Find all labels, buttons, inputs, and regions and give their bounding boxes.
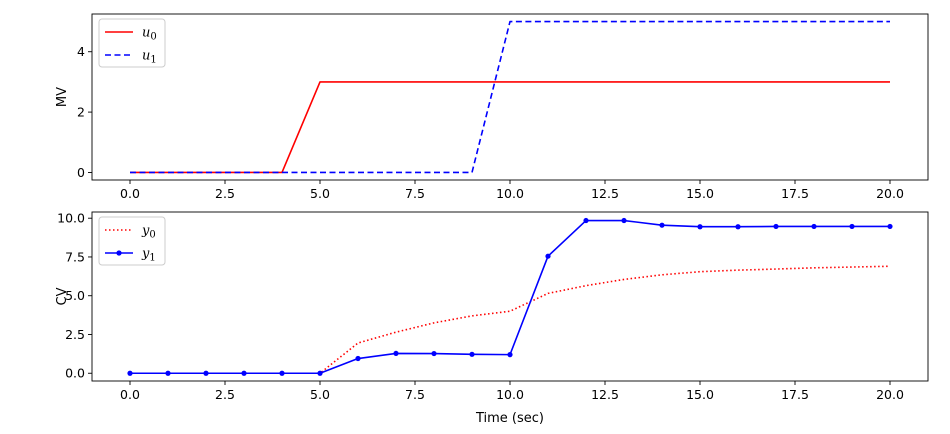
mv-x-tick-label: 10.0 <box>496 186 524 201</box>
mv-x-tick-label: 5.0 <box>310 186 330 201</box>
cv-point-y1 <box>393 350 399 357</box>
mv-x-tick-label: 7.5 <box>405 186 425 201</box>
cv-series-line-y0 <box>130 265 891 375</box>
cv-point-y1 <box>621 217 627 224</box>
mv-y-tick-label: 0 <box>77 165 85 180</box>
mv-x-tick-label: 15.0 <box>686 186 714 201</box>
cv-point-y1 <box>165 370 171 376</box>
cv-point-y1 <box>469 351 475 357</box>
mv-y-tick-label: 2 <box>77 105 85 120</box>
cv-x-tick-label: 10.0 <box>496 387 524 402</box>
mv-x-tick-label: 20.0 <box>876 186 904 201</box>
cv-point-y1 <box>431 350 437 357</box>
cv-x-axis-label: Time (sec) <box>475 411 544 426</box>
cv-y-tick-label: 10.0 <box>57 211 85 226</box>
cv-point-y1 <box>849 223 855 230</box>
cv-y-axis-label: CV <box>55 287 70 305</box>
mv-legend-label-u0: u0 <box>142 26 157 43</box>
mv-subplot: 0.0 2.5 5.0 7.5 10.0 12.5 15.0 17.5 20.0 0 2 4 MV u0 u… <box>55 13 929 201</box>
cv-y-tick-label: 0.0 <box>65 366 85 381</box>
cv-legend-label-y1: y1 <box>141 247 156 264</box>
cv-point-y1 <box>127 370 133 376</box>
cv-x-tick-label: 2.5 <box>215 387 235 402</box>
cv-x-tick-label: 5.0 <box>310 387 330 402</box>
mv-y-tick-label: 4 <box>77 44 85 59</box>
cv-x-tick-label: 0.0 <box>120 387 140 402</box>
cv-y-tick-label: 5.0 <box>65 288 85 303</box>
cv-point-y1 <box>203 370 209 376</box>
cv-point-y1 <box>735 224 741 230</box>
cv-x-tick-label: 17.5 <box>781 387 809 402</box>
mv-x-tick-label: 2.5 <box>215 186 235 201</box>
cv-point-y1 <box>507 352 513 358</box>
cv-x-tick-label: 15.0 <box>686 387 714 402</box>
cv-y-tick-label: 7.5 <box>65 249 85 264</box>
cv-legend-marker-y1 <box>116 250 122 256</box>
cv-point-y1 <box>317 370 323 376</box>
cv-subplot: 0.0 2.5 5.0 7.5 10.0 12.5 15.0 17.5 20.0 0.0 2.5 5.… <box>55 211 929 426</box>
cv-point-y1 <box>811 223 817 230</box>
mv-legend-label-u1: u1 <box>142 49 157 66</box>
cv-point-y1 <box>887 223 893 230</box>
cv-point-y1 <box>697 224 703 230</box>
mv-x-tick-label: 12.5 <box>591 186 619 201</box>
cv-x-tick-label: 12.5 <box>591 387 619 402</box>
mv-y-axis-label: MV <box>55 87 70 107</box>
cv-point-y1 <box>659 222 665 228</box>
mv-series-line-u1 <box>130 20 890 174</box>
cv-point-y1 <box>241 370 247 376</box>
cv-point-y1 <box>545 253 551 259</box>
cv-point-y1 <box>583 217 589 224</box>
cv-y-tick-label: 2.5 <box>65 327 85 342</box>
cv-x-tick-label: 20.0 <box>876 387 904 402</box>
cv-legend-label-y0: y0 <box>141 224 156 241</box>
mv-x-tick-label: 0.0 <box>120 186 140 201</box>
mv-x-tick-label: 17.5 <box>781 186 809 201</box>
cv-point-y1 <box>279 370 285 376</box>
cv-x-tick-label: 7.5 <box>405 387 425 402</box>
cv-point-y1 <box>355 355 361 362</box>
cv-point-y1 <box>773 223 779 230</box>
